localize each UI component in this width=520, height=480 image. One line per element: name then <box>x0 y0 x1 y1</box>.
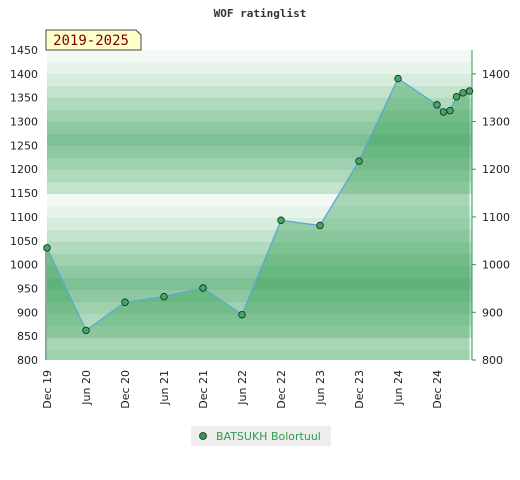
legend: BATSUKH Bolortuul <box>191 426 331 446</box>
background-band <box>47 314 472 326</box>
data-point <box>277 216 285 225</box>
background-band <box>47 230 472 242</box>
y-right-tick: 1300 <box>482 116 510 129</box>
x-tick: Dec 19 <box>41 370 54 409</box>
legend-box <box>191 426 331 446</box>
data-point <box>439 108 448 116</box>
background-band <box>47 290 472 302</box>
background-band <box>47 110 472 122</box>
y-left-tick: 950 <box>17 282 38 295</box>
background-band <box>47 206 472 218</box>
data-point <box>316 221 324 230</box>
background-band <box>47 182 472 194</box>
background-band <box>47 134 472 146</box>
series-area <box>47 78 470 360</box>
background-band <box>47 86 472 98</box>
data-point <box>452 92 461 101</box>
y-left-tick: 1400 <box>10 68 38 81</box>
background-band <box>47 122 472 134</box>
legend-marker <box>199 432 207 440</box>
y-right-tick: 1100 <box>482 211 510 224</box>
background-band <box>47 326 472 338</box>
background-band <box>47 350 472 360</box>
legend-label: BATSUKH Bolortuul <box>216 430 321 443</box>
y-left-tick: 900 <box>17 306 38 319</box>
background-band <box>47 218 472 230</box>
series-line <box>46 77 470 332</box>
x-tick: Jun 20 <box>80 370 93 406</box>
background-band <box>47 302 472 314</box>
background-band <box>47 170 472 182</box>
x-tick: Jun 22 <box>236 370 249 406</box>
y-left-tick: 1050 <box>10 235 38 248</box>
x-tick: Dec 22 <box>275 370 288 409</box>
right-tick-labels: 800 900 1000 1100 1200 1300 1400 <box>472 68 510 367</box>
background-band <box>47 62 472 74</box>
background-band <box>47 50 472 62</box>
badge-box <box>45 29 142 51</box>
data-point <box>238 310 246 319</box>
y-left-tick: 1350 <box>10 92 38 105</box>
series-points <box>43 74 474 335</box>
badge-text: 2019-2025 <box>53 33 129 49</box>
x-tick: Jun 24 <box>392 370 405 406</box>
y-left-tick: 1000 <box>10 259 38 272</box>
background-band <box>47 278 472 290</box>
left-tick-labels: 800 850 900 950 1000 1050 1100 1150 1200 1250 1300… <box>10 44 38 367</box>
data-point <box>433 101 441 109</box>
data-point <box>160 292 168 301</box>
x-tick: Jun 21 <box>158 370 171 406</box>
background-band <box>47 146 472 158</box>
data-point <box>446 106 454 115</box>
x-tick: Dec 21 <box>197 370 210 409</box>
y-left-tick: 800 <box>17 354 38 367</box>
y-left-tick: 1250 <box>10 139 38 152</box>
y-left-tick: 1300 <box>10 116 38 129</box>
x-tick: Dec 24 <box>431 370 444 409</box>
year-range-badge: 2019-2025 <box>45 29 142 51</box>
data-point <box>394 74 402 83</box>
data-point <box>121 298 129 307</box>
y-right-tick: 1400 <box>482 68 510 81</box>
background-band <box>47 98 472 110</box>
background-band <box>47 242 472 254</box>
x-tick-labels: Dec 19 Jun 20 Dec 20 Jun 21 Dec 21 Jun 22 Dec … <box>41 370 444 409</box>
data-point <box>199 284 207 292</box>
y-right-tick: 800 <box>482 354 503 367</box>
data-point <box>355 157 363 165</box>
background-band <box>47 194 472 206</box>
data-point <box>82 326 90 335</box>
data-point <box>465 87 474 95</box>
y-right-tick: 900 <box>482 306 503 319</box>
data-point <box>459 89 467 97</box>
background-band <box>47 158 472 170</box>
x-tick: Dec 23 <box>353 370 366 409</box>
background-band <box>47 254 472 266</box>
data-point <box>43 244 51 252</box>
x-tick: Jun 23 <box>314 370 327 406</box>
x-tick: Dec 20 <box>119 370 132 409</box>
y-left-tick: 1450 <box>10 44 38 57</box>
y-right-tick: 1000 <box>482 259 510 272</box>
background-bands <box>47 50 472 360</box>
y-left-tick: 1100 <box>10 211 38 224</box>
background-band <box>47 74 472 86</box>
background-band <box>47 338 472 350</box>
chart-title: WOF ratinglist <box>214 7 307 20</box>
y-left-tick: 1150 <box>10 187 38 200</box>
y-left-tick: 1200 <box>10 163 38 176</box>
y-right-tick: 1200 <box>482 163 510 176</box>
y-left-tick: 850 <box>17 330 38 343</box>
